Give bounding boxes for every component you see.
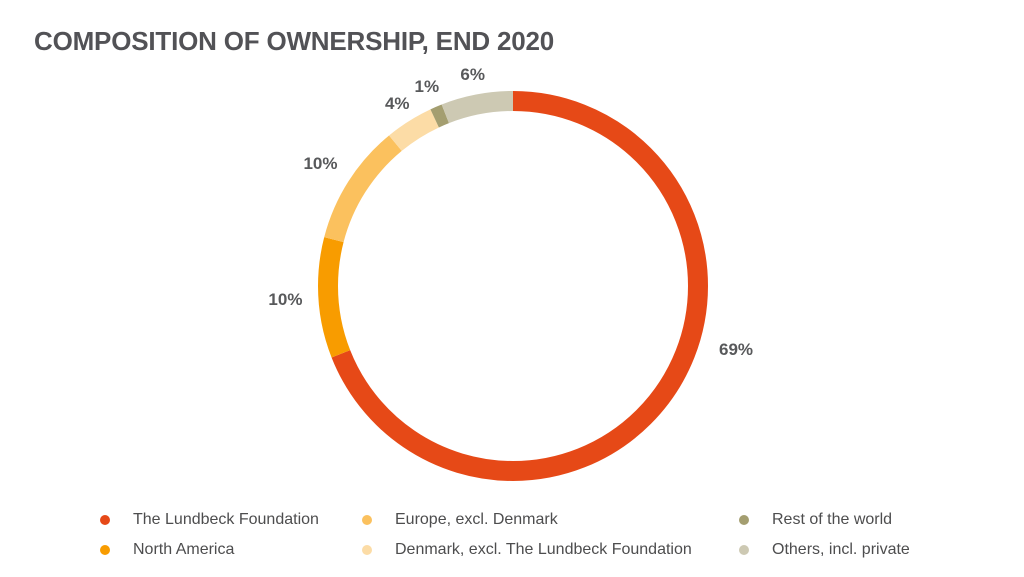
- legend-dot-lundbeck-foundation: [100, 515, 110, 525]
- slice-label-others-private: 6%: [460, 64, 485, 84]
- legend-dot-rest-of-world: [739, 515, 749, 525]
- slice-label-denmark-excl-foundation: 4%: [384, 93, 410, 113]
- legend-dot-europe-excl-denmark: [362, 515, 372, 525]
- slice-label-europe-excl-denmark: 10%: [303, 153, 338, 173]
- legend-item-rest-of-world: Rest of the world: [739, 505, 910, 535]
- donut-segment-1: [318, 91, 708, 481]
- legend-item-denmark-excl-foundation: Denmark, excl. The Lundbeck Foundation: [362, 535, 739, 565]
- slice-label-lundbeck-foundation: 69%: [718, 339, 754, 359]
- legend-item-europe-excl-denmark: Europe, excl. Denmark: [362, 505, 739, 535]
- slice-label-rest-of-world: 1%: [414, 76, 440, 96]
- legend-label-denmark-excl-foundation: Denmark, excl. The Lundbeck Foundation: [395, 541, 692, 558]
- legend-item-others-private: Others, incl. private: [739, 535, 910, 565]
- legend-column-3: Rest of the world Others, incl. private: [739, 505, 910, 565]
- legend-dot-denmark-excl-foundation: [362, 545, 372, 555]
- legend-label-others-private: Others, incl. private: [772, 541, 910, 558]
- chart-title: COMPOSITION OF OWNERSHIP, END 2020: [34, 26, 555, 56]
- legend-item-north-america: North America: [100, 535, 362, 565]
- legend-dot-north-america: [100, 545, 110, 555]
- legend-item-lundbeck-foundation: The Lundbeck Foundation: [100, 505, 362, 535]
- legend-label-lundbeck-foundation: The Lundbeck Foundation: [133, 511, 319, 528]
- legend: The Lundbeck Foundation North America Eu…: [100, 505, 910, 565]
- legend-column-2: Europe, excl. Denmark Denmark, excl. The…: [362, 505, 739, 565]
- legend-label-north-america: North America: [133, 541, 235, 558]
- slice-label-north-america: 10%: [268, 290, 303, 310]
- legend-label-europe-excl-denmark: Europe, excl. Denmark: [395, 511, 558, 528]
- legend-dot-others-private: [739, 545, 749, 555]
- legend-label-rest-of-world: Rest of the world: [772, 511, 893, 528]
- donut-segment-5: [318, 91, 708, 481]
- legend-column-1: The Lundbeck Foundation North America: [100, 505, 362, 565]
